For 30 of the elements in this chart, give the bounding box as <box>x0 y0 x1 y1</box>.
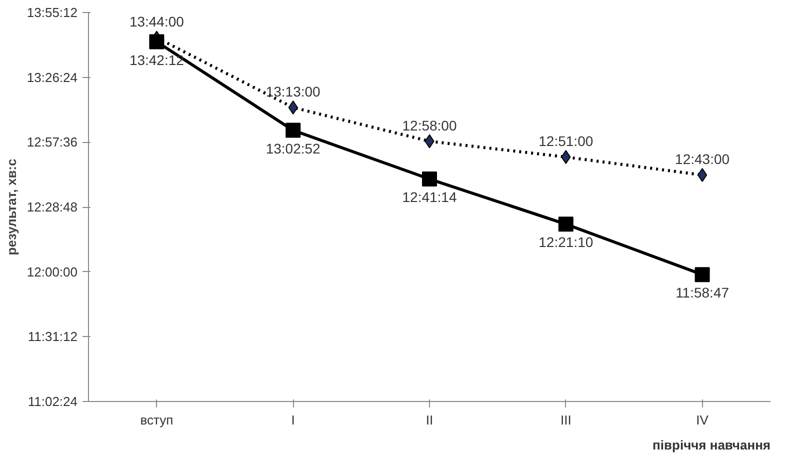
x-tick-label: II <box>426 412 434 428</box>
x-tick-label: IV <box>696 412 709 428</box>
y-tick-label: 12:00:00 <box>26 264 78 280</box>
data-label: 12:41:14 <box>402 189 457 206</box>
data-label: 12:43:00 <box>675 151 730 168</box>
point <box>149 34 164 50</box>
data-label: 13:02:52 <box>266 140 321 156</box>
data-label: 12:58:00 <box>402 117 457 134</box>
y-tick-label: 13:55:12 <box>26 5 78 20</box>
y-axis-title: результат, хв:с <box>4 158 19 256</box>
y-tick-label: 13:26:24 <box>26 70 78 85</box>
point <box>697 168 708 182</box>
data-label: 12:51:00 <box>538 133 594 150</box>
data-label: 13:42:12 <box>129 52 184 68</box>
data-label: 12:21:10 <box>538 234 594 250</box>
point <box>422 172 437 187</box>
data-label: 13:13:00 <box>266 83 321 100</box>
data-label: 13:44:00 <box>129 14 184 30</box>
x-tick-label: III <box>560 412 572 428</box>
point <box>694 267 710 282</box>
y-tick-label: 11:31:12 <box>28 329 78 344</box>
data-label: 11:58:47 <box>676 284 730 301</box>
point <box>558 216 574 232</box>
x-axis-title: півріччя навчання <box>652 438 771 452</box>
point <box>286 122 301 138</box>
y-tick-label: 12:28:48 <box>26 200 78 214</box>
x-tick-label: вступ <box>140 412 174 428</box>
y-tick-label: 12:57:36 <box>26 134 78 150</box>
x-tick-label: I <box>291 412 295 428</box>
y-tick-label: 11:02:24 <box>28 394 78 409</box>
